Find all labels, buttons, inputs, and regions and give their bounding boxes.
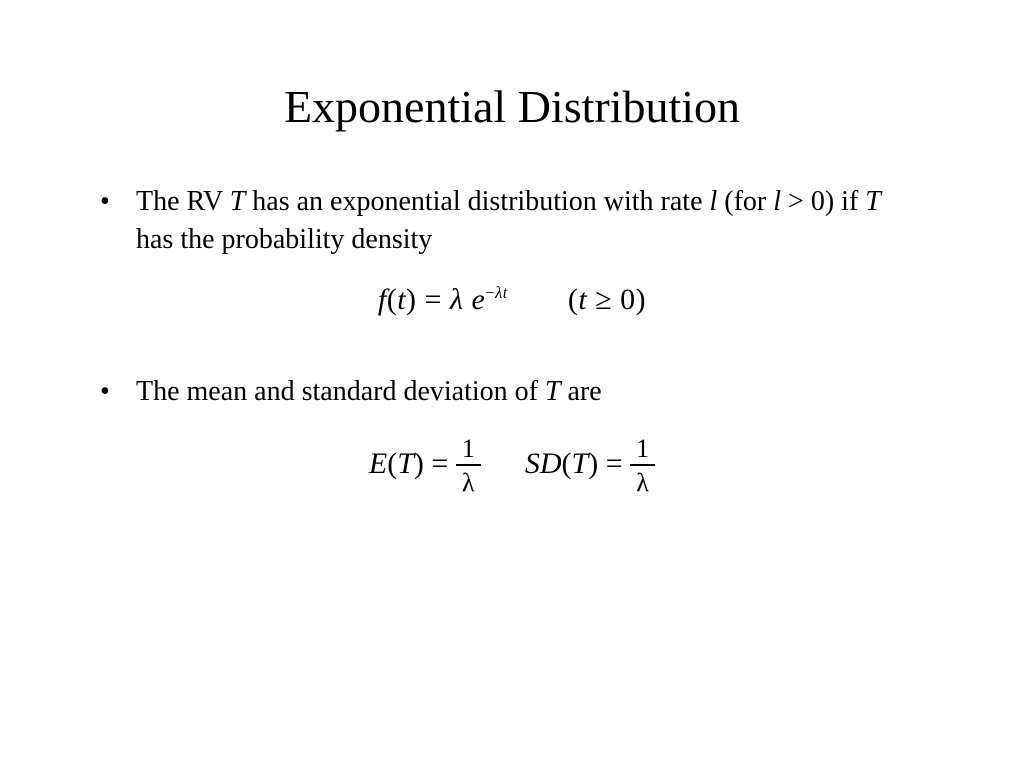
formula-density: f(t) = λ e−λt(t ≥ 0) — [100, 283, 924, 317]
f1-exp: −λt — [485, 283, 508, 302]
bullet-1-text: The RV T has an exponential distribution… — [136, 183, 924, 259]
f1-exp-t: t — [503, 283, 508, 302]
f2-close2: ) — [588, 447, 598, 480]
b1-mid2: (for — [717, 186, 773, 217]
f1-f: f — [378, 283, 387, 316]
f2-close1: ) — [414, 447, 424, 480]
b2-post: are — [561, 376, 602, 407]
f1-e: e — [463, 283, 485, 316]
b1-mid1: has an exponential distribution with rat… — [245, 186, 709, 217]
f1-exp-lambda: λ — [495, 283, 503, 302]
b1-var-T: T — [230, 186, 246, 217]
f1-t: t — [397, 283, 406, 316]
bullet-marker: • — [100, 183, 136, 259]
b2-var-T: T — [545, 376, 561, 407]
f2-frac2: 1λ — [630, 436, 655, 496]
b1-var-T2: T — [865, 186, 881, 217]
slide: Exponential Distribution • The RV T has … — [0, 0, 1024, 768]
f1-open: ( — [387, 283, 398, 316]
bullet-2: • The mean and standard deviation of T a… — [100, 373, 924, 411]
f1-cond-ge: ≥ 0 — [587, 283, 635, 316]
b1-post: has the probability density — [136, 224, 432, 255]
f2-eq2: = — [598, 447, 630, 480]
b1-mid3: > 0) if — [781, 186, 865, 217]
b2-pre: The mean and standard deviation of — [136, 376, 545, 407]
f2-eq1: = — [424, 447, 456, 480]
f1-exp-neg: − — [485, 283, 495, 302]
f2-num2: 1 — [630, 436, 655, 466]
f1-lambda: λ — [450, 283, 464, 316]
f2-frac1: 1λ — [456, 436, 481, 496]
b1-pre: The RV — [136, 186, 230, 217]
f1-cond-t: t — [578, 283, 587, 316]
slide-title: Exponential Distribution — [100, 80, 924, 133]
f2-den1: λ — [456, 466, 481, 496]
f1-close: ) — [406, 283, 417, 316]
f1-cond-close: ) — [636, 283, 647, 316]
f2-open1: ( — [387, 447, 397, 480]
f2-T2: T — [572, 447, 589, 480]
bullet-1: • The RV T has an exponential distributi… — [100, 183, 924, 259]
f2-num1: 1 — [456, 436, 481, 466]
bullet-marker-2: • — [100, 373, 136, 411]
bullet-2-text: The mean and standard deviation of T are — [136, 373, 924, 411]
f2-den2: λ — [630, 466, 655, 496]
f2-E: E — [369, 447, 387, 480]
f1-eq: = — [417, 283, 450, 316]
formula-moments: E(T) = 1λSD(T) = 1λ — [100, 436, 924, 496]
b1-var-l2: l — [773, 186, 781, 217]
f2-open2: ( — [562, 447, 572, 480]
f1-cond-open: ( — [568, 283, 579, 316]
f2-SD: SD — [525, 447, 562, 480]
f2-T1: T — [397, 447, 414, 480]
